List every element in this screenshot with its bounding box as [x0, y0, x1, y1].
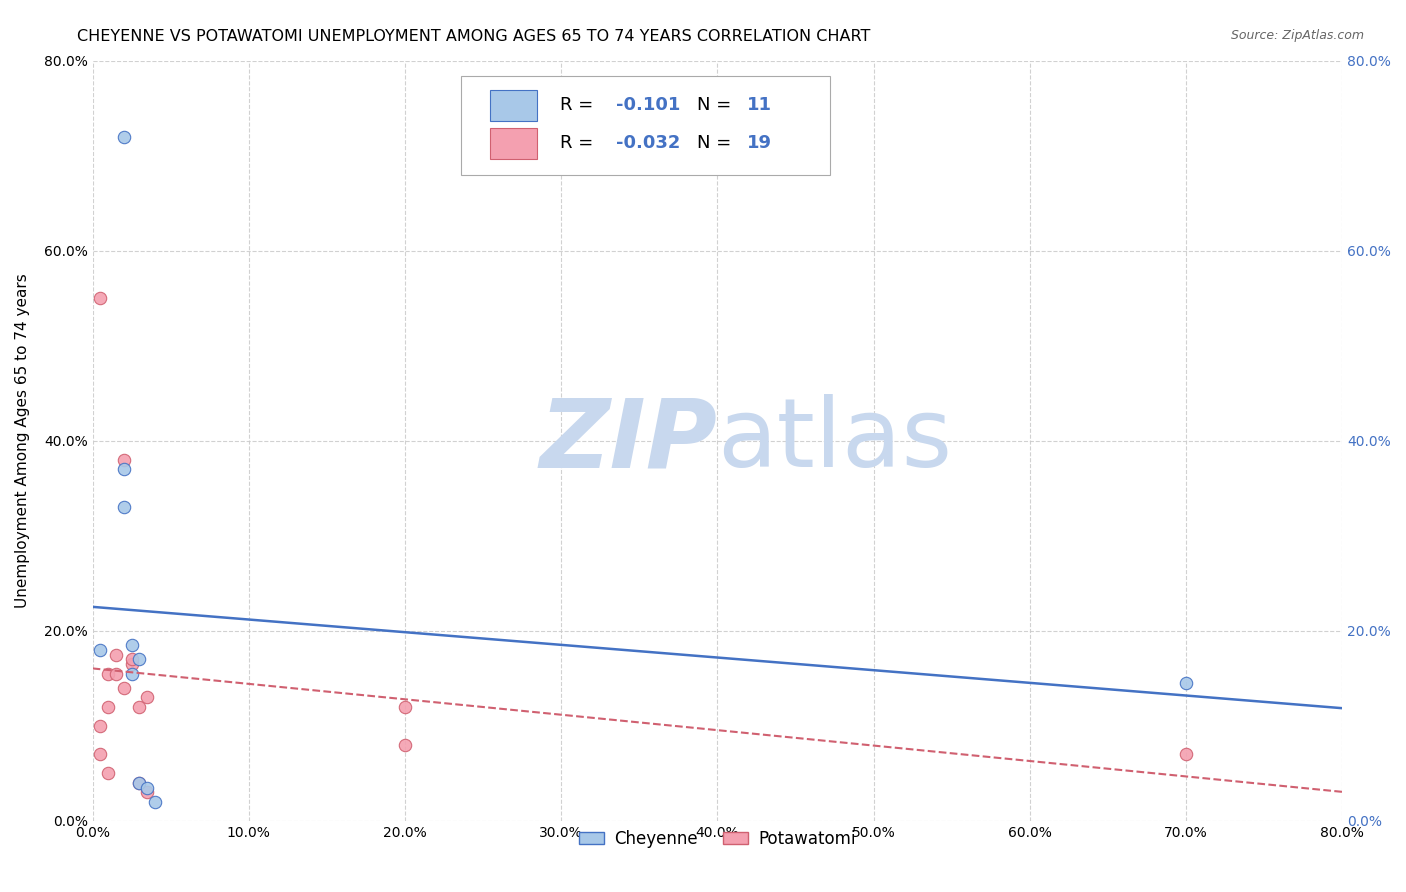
- Point: [1175, 676, 1198, 690]
- Point: [112, 500, 135, 515]
- Text: CHEYENNE VS POTAWATOMI UNEMPLOYMENT AMONG AGES 65 TO 74 YEARS CORRELATION CHART: CHEYENNE VS POTAWATOMI UNEMPLOYMENT AMON…: [77, 29, 870, 44]
- Point: [128, 652, 150, 666]
- Point: [136, 785, 159, 799]
- Point: [89, 747, 111, 762]
- Text: 11: 11: [748, 96, 772, 114]
- FancyBboxPatch shape: [491, 89, 537, 121]
- Text: ZIP: ZIP: [540, 394, 717, 487]
- Text: -0.101: -0.101: [616, 96, 681, 114]
- Text: N =: N =: [697, 96, 738, 114]
- Legend: Cheyenne, Potawatomi: Cheyenne, Potawatomi: [572, 823, 862, 855]
- Point: [97, 699, 120, 714]
- Point: [121, 652, 143, 666]
- Point: [128, 776, 150, 790]
- Text: 19: 19: [748, 135, 772, 153]
- Y-axis label: Unemployment Among Ages 65 to 74 years: Unemployment Among Ages 65 to 74 years: [15, 273, 30, 608]
- Text: R =: R =: [560, 135, 599, 153]
- Point: [121, 638, 143, 652]
- Text: atlas: atlas: [717, 394, 953, 487]
- Point: [89, 719, 111, 733]
- Point: [394, 738, 416, 752]
- Point: [121, 657, 143, 671]
- FancyBboxPatch shape: [461, 76, 830, 175]
- Text: Source: ZipAtlas.com: Source: ZipAtlas.com: [1230, 29, 1364, 42]
- Point: [112, 452, 135, 467]
- Point: [136, 780, 159, 795]
- Point: [97, 766, 120, 780]
- Point: [105, 666, 128, 681]
- Point: [89, 291, 111, 305]
- FancyBboxPatch shape: [491, 128, 537, 160]
- Point: [112, 129, 135, 144]
- Point: [394, 699, 416, 714]
- Point: [105, 648, 128, 662]
- Point: [128, 699, 150, 714]
- Point: [89, 642, 111, 657]
- Point: [112, 681, 135, 695]
- Point: [143, 795, 166, 809]
- Point: [97, 666, 120, 681]
- Point: [128, 776, 150, 790]
- Point: [136, 690, 159, 705]
- Point: [1175, 747, 1198, 762]
- Point: [112, 462, 135, 476]
- Text: N =: N =: [697, 135, 738, 153]
- Point: [121, 666, 143, 681]
- Text: -0.032: -0.032: [616, 135, 681, 153]
- Text: R =: R =: [560, 96, 599, 114]
